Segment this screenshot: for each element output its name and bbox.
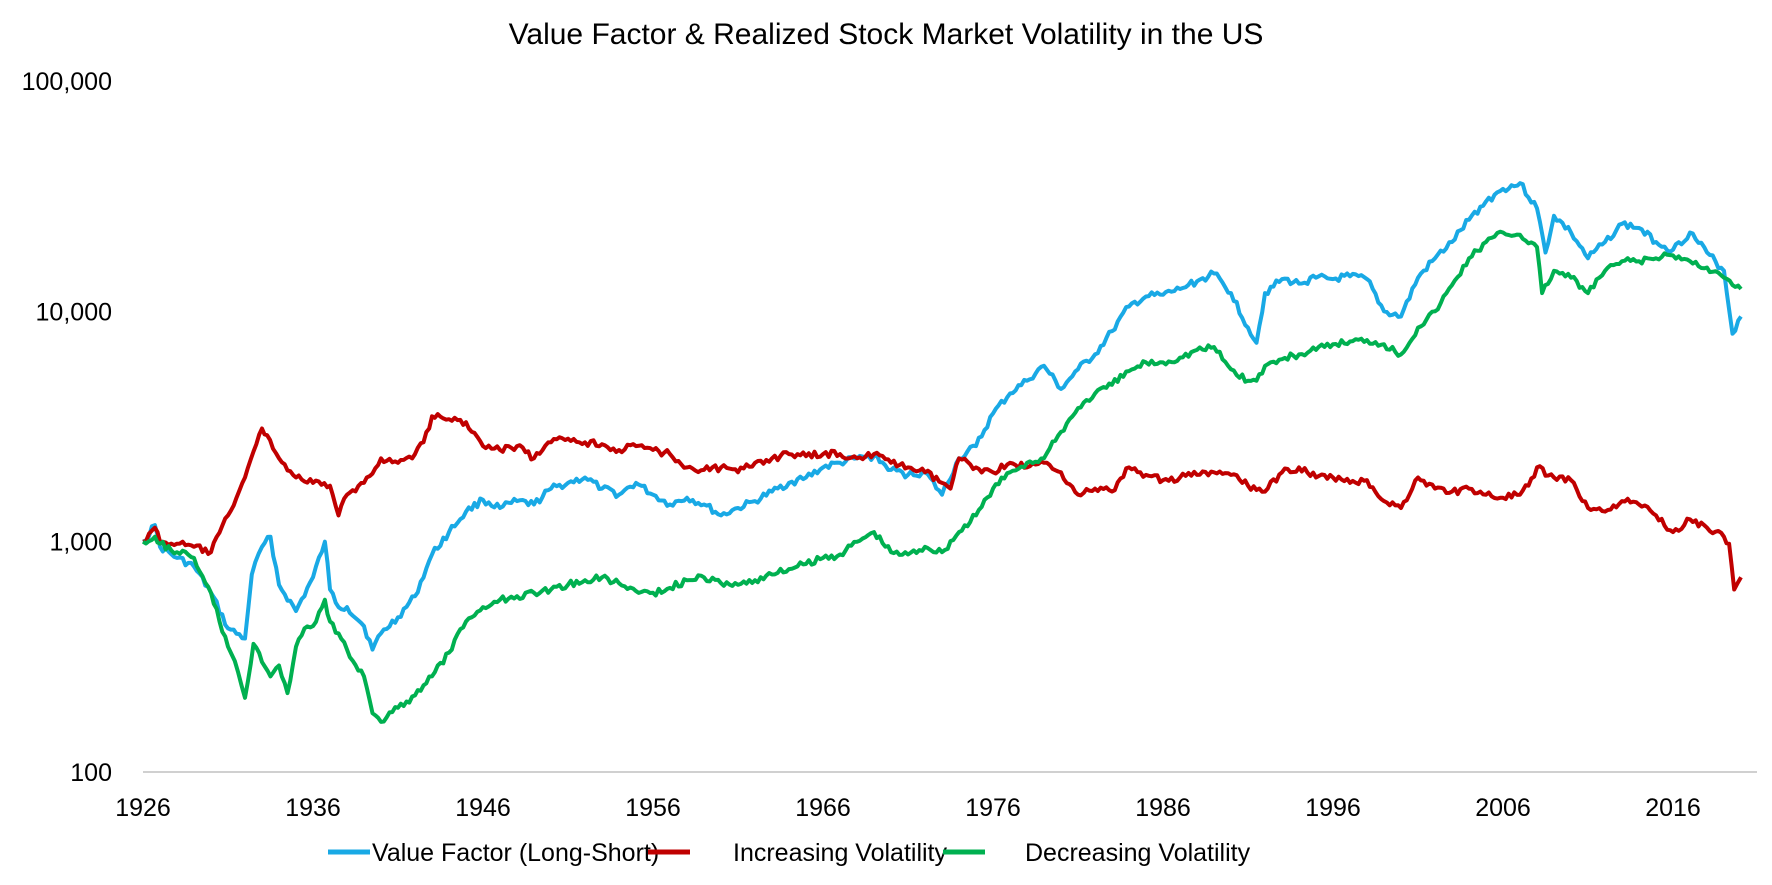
x-tick-label: 1966	[795, 794, 851, 822]
legend-label: Value Factor (Long-Short)	[372, 839, 659, 867]
x-tick-label: 2016	[1645, 794, 1701, 822]
x-tick-label: 1946	[455, 794, 511, 822]
x-tick-label: 1996	[1305, 794, 1361, 822]
legend-item: Increasing Volatility	[648, 839, 948, 867]
x-tick-label: 1956	[625, 794, 681, 822]
x-axis-tick-labels: 1926 1936 1946 1956 1966 1976 1986 1996 2006 2016	[115, 794, 1701, 822]
series-line-increasing-volatility	[142, 412, 1743, 592]
plot-area	[141, 181, 1743, 724]
series-line-value-factor-long-short	[142, 181, 1743, 652]
y-tick-label: 100	[70, 759, 112, 787]
y-tick-label: 1,000	[49, 529, 112, 557]
x-tick-label: 1936	[285, 794, 341, 822]
legend: Value Factor (Long-Short) Increasing Vola…	[328, 839, 1251, 867]
legend-label: Decreasing Volatility	[1025, 839, 1251, 867]
y-axis-tick-labels: 100 1,000 10,000 100,000	[22, 68, 112, 787]
y-tick-label: 10,000	[36, 298, 112, 326]
legend-item: Value Factor (Long-Short)	[328, 839, 659, 867]
chart-title: Value Factor & Realized Stock Market Vol…	[509, 18, 1264, 51]
x-tick-label: 1986	[1135, 794, 1191, 822]
x-tick-label: 1926	[115, 794, 171, 822]
y-tick-label: 100,000	[22, 68, 112, 96]
x-tick-label: 2006	[1475, 794, 1531, 822]
series-line-decreasing-volatility	[141, 229, 1743, 724]
x-tick-label: 1976	[965, 794, 1021, 822]
legend-item: Decreasing Volatility	[943, 839, 1251, 867]
legend-label: Increasing Volatility	[733, 839, 948, 867]
